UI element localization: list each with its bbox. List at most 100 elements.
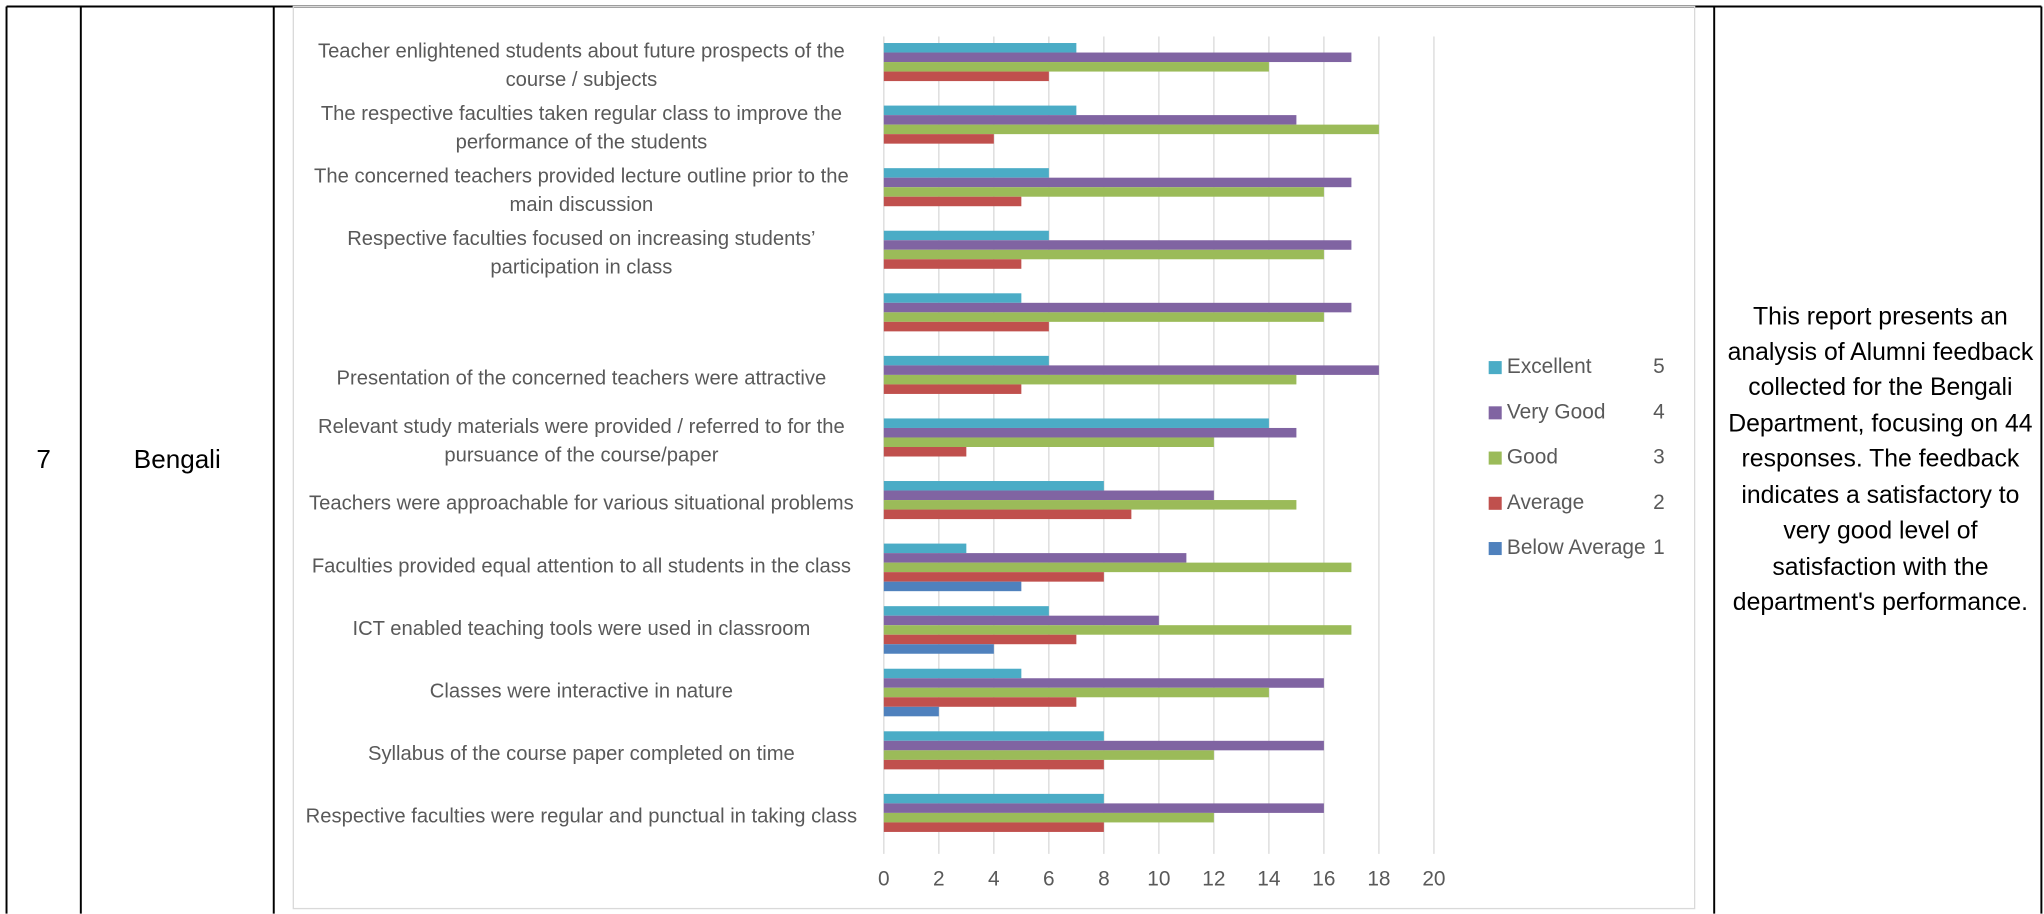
bar — [883, 697, 1077, 707]
bar — [883, 668, 1022, 679]
bar — [883, 418, 1269, 428]
bar — [883, 606, 1049, 616]
legend-score: 3 — [1653, 446, 1665, 469]
bar — [883, 740, 1324, 751]
bar — [883, 822, 1104, 832]
legend-label: Excellent — [1507, 355, 1592, 378]
bar — [883, 437, 1214, 447]
bar — [883, 168, 1049, 178]
bar — [883, 687, 1269, 698]
bar — [883, 490, 1214, 501]
bar — [883, 481, 1104, 491]
legend-label: Good — [1507, 446, 1558, 469]
bar — [883, 52, 1352, 63]
bar — [883, 803, 1324, 813]
bar — [883, 427, 1297, 438]
bar — [883, 105, 1077, 116]
category-label: Syllabus of the course paper completed o… — [367, 743, 795, 766]
category-label: Classes were interactive in nature — [429, 680, 733, 703]
category-label: The concerned teachers provided lecture … — [314, 165, 849, 217]
x-tick-label: 16 — [1312, 867, 1335, 890]
bar — [883, 706, 939, 717]
x-tick-label: 10 — [1147, 867, 1170, 890]
bar — [883, 124, 1379, 135]
bar — [883, 374, 1297, 385]
x-tick-label: 2 — [933, 867, 945, 890]
bar — [883, 293, 1022, 303]
note: This report presents an analysis of Alum… — [1727, 7, 2034, 914]
bar — [883, 230, 1049, 241]
category-label: Teachers were approachable for various s… — [309, 492, 854, 515]
bar — [883, 384, 1022, 394]
x-tick-label: 20 — [1422, 867, 1445, 890]
bar — [883, 644, 994, 654]
bar — [883, 750, 1214, 760]
bar — [883, 562, 1352, 573]
bar — [883, 134, 994, 144]
legend-label: Average — [1507, 491, 1584, 514]
bar — [883, 731, 1104, 741]
legend-score: 4 — [1653, 400, 1665, 423]
x-tick-label: 18 — [1367, 867, 1390, 890]
bar — [883, 793, 1104, 804]
bar — [883, 302, 1352, 313]
legend-swatch — [1488, 496, 1502, 510]
bar — [883, 500, 1297, 510]
x-tick-label: 8 — [1098, 867, 1110, 890]
category-label: ICT enabled teaching tools were used in … — [352, 617, 811, 641]
chart-frame — [292, 5, 1696, 910]
bar — [883, 249, 1324, 260]
bar — [883, 355, 1049, 366]
bar — [883, 62, 1269, 72]
bar — [883, 553, 1187, 563]
bar — [883, 615, 1159, 626]
legend-score: 1 — [1653, 536, 1665, 559]
department: Bengali — [133, 445, 221, 474]
bar — [883, 759, 1104, 770]
bar — [883, 259, 1022, 269]
bar — [883, 812, 1214, 823]
bar — [883, 446, 967, 457]
legend-swatch — [1488, 451, 1502, 465]
category-label: Presentation of the concerned teachers w… — [336, 367, 827, 390]
x-tick-label: 4 — [988, 867, 1000, 890]
bar — [883, 187, 1324, 197]
bar — [883, 71, 1049, 82]
x-tick-label: 12 — [1202, 867, 1225, 890]
bar — [883, 365, 1379, 375]
bar — [883, 196, 1022, 207]
bar — [883, 321, 1049, 332]
legend-score: 5 — [1653, 355, 1665, 378]
bar — [883, 312, 1324, 322]
category-label: Relevant study materials were provided /… — [318, 415, 845, 467]
bar — [883, 115, 1297, 125]
bar — [883, 634, 1077, 645]
category-label: Teacher enlightened students about futur… — [317, 40, 845, 92]
bar — [883, 678, 1324, 688]
legend-swatch — [1488, 361, 1502, 375]
row-number: 7 — [36, 445, 51, 474]
bar — [883, 581, 1022, 592]
legend-swatch — [1488, 542, 1502, 556]
legend-swatch — [1488, 406, 1502, 420]
bar — [883, 240, 1352, 250]
note-text: This report presents an analysis of Alum… — [1727, 303, 2034, 617]
bar — [883, 177, 1352, 188]
legend-score: 2 — [1653, 491, 1665, 514]
x-tick-label: 14 — [1257, 867, 1280, 890]
category-label: Faculties provided equal attention to al… — [311, 555, 851, 578]
legend-label: Below Average — [1507, 536, 1646, 559]
bar — [883, 43, 1077, 53]
bar — [883, 625, 1352, 635]
bar — [883, 572, 1104, 582]
category-label: The respective faculties taken regular c… — [320, 102, 842, 154]
bar — [883, 509, 1132, 520]
category-label: Respective faculties were regular and pu… — [305, 805, 858, 828]
x-tick-label: 0 — [878, 867, 890, 890]
bar — [883, 543, 967, 554]
category-label: Respective faculties focused on increasi… — [347, 228, 816, 279]
legend-label: Very Good — [1507, 400, 1606, 423]
